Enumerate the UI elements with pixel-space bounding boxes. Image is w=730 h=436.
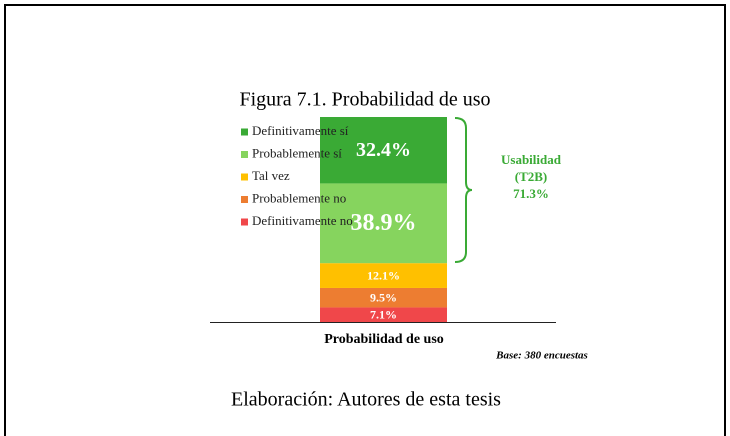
source: Elaboración: Autores de esta tesis	[231, 389, 501, 411]
bracket	[454, 117, 473, 263]
legend-label: Tal vez	[252, 168, 290, 183]
bar-segment	[320, 117, 447, 184]
value-label: 9.5%	[370, 290, 397, 304]
legend-swatch	[241, 151, 248, 158]
annotation: Usabilidad	[501, 152, 562, 167]
legend-label: Definitivamente sí	[252, 123, 349, 138]
legend-label: Definitivamente no	[252, 213, 353, 228]
value-label: 12.1%	[367, 268, 400, 282]
frame	[4, 4, 726, 436]
bar-segment	[320, 263, 447, 288]
legend-label: Probablemente sí	[252, 145, 342, 160]
legend-swatch	[241, 218, 248, 226]
bar-segment	[320, 307, 447, 322]
note: Base: 380 encuestas	[495, 350, 588, 362]
chart-title: Figura 7.1. Probabilidad de uso	[239, 89, 490, 111]
legend-swatch	[241, 173, 248, 181]
legend-swatch	[241, 196, 248, 203]
legend-swatch	[241, 128, 248, 136]
annotation: 71.3%	[513, 186, 549, 201]
value-label: 7.1%	[370, 307, 397, 321]
x-axis-label: Probabilidad de uso	[324, 332, 444, 347]
bar-segment	[320, 183, 447, 264]
value-label: 38.9%	[351, 210, 417, 236]
annotation: (T2B)	[515, 169, 548, 184]
legend-label: Probablemente no	[252, 190, 346, 205]
value-label: 32.4%	[356, 139, 411, 161]
bar-segment	[320, 287, 447, 308]
